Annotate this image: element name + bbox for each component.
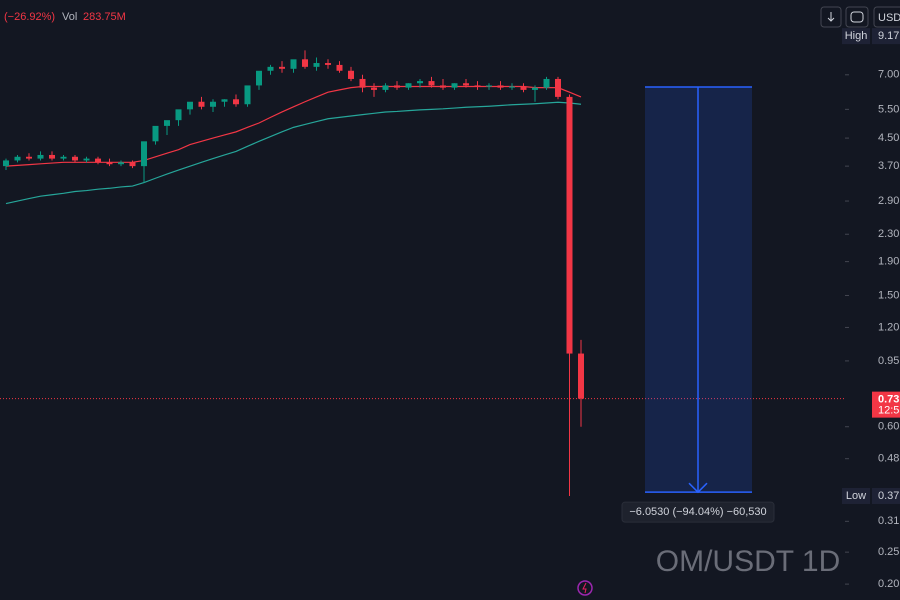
moving-average xyxy=(5,85,582,167)
down-icon xyxy=(827,12,835,22)
candle-body xyxy=(520,86,527,90)
y-tick-label: 0.20 xyxy=(878,578,899,590)
y-tick-label: 0.25 xyxy=(878,546,899,558)
y-tick-label: 0.95 xyxy=(878,355,899,367)
candle-body xyxy=(152,125,159,142)
candle-body xyxy=(26,156,32,159)
price-tag-value-bg xyxy=(872,28,900,45)
candle-body xyxy=(60,156,67,159)
toolbar: USDT xyxy=(820,6,900,28)
y-tick-label: 1.20 xyxy=(878,321,899,333)
measure-label-bg xyxy=(621,501,775,523)
reset-button[interactable] xyxy=(845,6,869,28)
change: (−26.92%) xyxy=(4,11,55,23)
price-tag-name: Low xyxy=(846,490,866,502)
candle-body xyxy=(555,78,561,97)
candle-body xyxy=(463,83,469,86)
candle-body xyxy=(210,101,216,107)
last-price-label: 0.73 xyxy=(878,394,899,406)
y-tick-label: 0.60 xyxy=(878,421,899,433)
candle-body xyxy=(3,160,9,167)
candle-body xyxy=(371,87,377,90)
y-tick-label: 0.48 xyxy=(878,453,899,465)
y-tick-label: 2.30 xyxy=(878,228,899,240)
candle-body xyxy=(95,158,101,163)
y-tick-label: 2.90 xyxy=(878,195,899,207)
candle-body xyxy=(175,109,182,121)
candle-body xyxy=(325,63,331,65)
candle-body xyxy=(348,70,354,79)
y-tick-label: 1.50 xyxy=(878,289,899,301)
candle-body xyxy=(187,101,193,110)
y-tick-label: 0.31 xyxy=(878,515,899,527)
candle-body xyxy=(72,156,78,161)
candle-body xyxy=(233,99,239,105)
y-tick-label: 7.00 xyxy=(878,69,899,81)
y-tick-label: 3.70 xyxy=(878,160,899,172)
price-tag-bg xyxy=(842,28,870,45)
candle-body xyxy=(382,85,389,90)
candle-body xyxy=(14,156,21,161)
candle-body xyxy=(129,162,136,167)
currency: USDT xyxy=(878,12,900,24)
reset-icon xyxy=(850,11,864,23)
candle-body xyxy=(497,85,504,88)
volume: 283.75M xyxy=(83,11,126,23)
watermark: OM/USDT 1D xyxy=(656,545,840,578)
price-tag-bg xyxy=(842,487,870,504)
price-tag-value: 0.37 xyxy=(878,490,899,502)
y-tick-label: 4.50 xyxy=(878,132,899,144)
candle-body xyxy=(279,66,285,69)
candle-body xyxy=(440,85,446,88)
candle-body xyxy=(164,120,170,126)
measure-label: −6.0530 (−94.04%) −60,530 xyxy=(629,506,766,518)
candle-body xyxy=(221,99,228,102)
candle-body xyxy=(474,85,481,87)
candle-body xyxy=(543,78,550,88)
candle-body xyxy=(405,83,412,88)
candle-body xyxy=(566,96,573,354)
countdown: 12:55 xyxy=(878,405,900,417)
candle-body xyxy=(359,78,366,88)
currency-button[interactable] xyxy=(873,6,900,28)
price-tag-name: High xyxy=(845,30,868,42)
candle-body xyxy=(267,66,274,71)
candle-body xyxy=(106,162,113,165)
candle-body xyxy=(244,85,251,105)
measure-arrowhead xyxy=(688,482,708,494)
price-tag-value-bg xyxy=(872,487,900,504)
candle-body xyxy=(290,59,297,69)
candle-body xyxy=(451,83,458,88)
price-tag-value: 9.17 xyxy=(878,30,899,42)
last-price-tag xyxy=(872,391,900,418)
candle-body xyxy=(256,70,262,86)
candle-body xyxy=(394,85,400,88)
candle-body xyxy=(83,158,90,161)
candle-body xyxy=(509,86,515,88)
candle-body xyxy=(37,154,44,159)
candle-body xyxy=(428,81,435,86)
candle-body xyxy=(302,59,308,67)
candle-body xyxy=(417,81,423,84)
moving-average xyxy=(5,101,582,205)
candle-body xyxy=(486,85,492,87)
event-icon[interactable] xyxy=(577,580,593,596)
candle-body xyxy=(118,162,124,165)
vol-label: Vol xyxy=(62,11,77,23)
candle-body xyxy=(49,154,55,159)
candle-body xyxy=(198,101,205,107)
y-tick-label: 5.50 xyxy=(878,103,899,115)
candle-body xyxy=(532,87,538,90)
candle-body xyxy=(313,63,320,67)
candle-body xyxy=(141,141,147,167)
event-bolt xyxy=(582,582,587,594)
candle-body xyxy=(578,353,584,399)
candle-body xyxy=(336,64,343,71)
y-tick-label: 1.90 xyxy=(878,256,899,268)
